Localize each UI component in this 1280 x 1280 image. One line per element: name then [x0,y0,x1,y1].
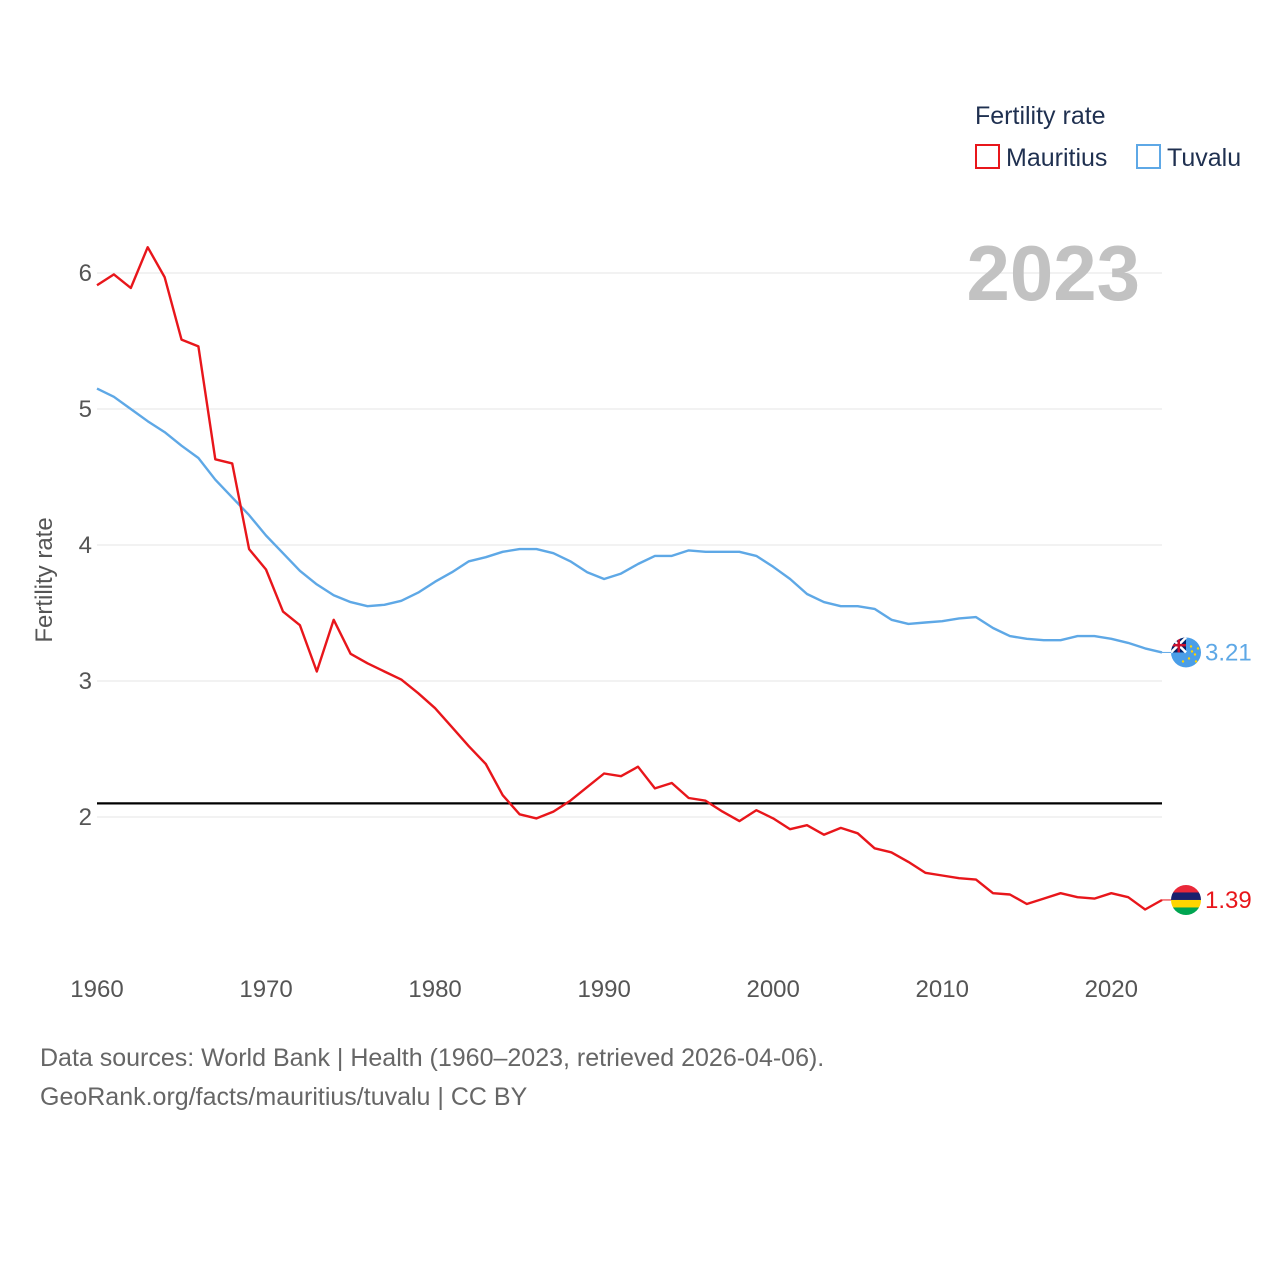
y-tick-label: 4 [79,532,92,559]
legend-item-mauritius[interactable]: Mauritius [975,144,1107,172]
x-tick-label: 1970 [239,976,292,1003]
x-tick-label: 1980 [408,976,461,1003]
series-line-mauritius [96,245,1163,911]
y-axis-ticks: 2 3 4 5 6 [79,260,92,831]
fertility-rate-chart: 2 3 4 5 6 1960 1970 1980 1990 2000 2010 2020 Ferti… [31,102,1252,1003]
y-tick-label: 6 [79,260,92,287]
series-line-tuvalu [96,387,1163,654]
legend-label-mauritius: Mauritius [1006,144,1107,172]
footer-sources: Data sources: World Bank | Health (1960–… [40,1044,825,1072]
y-axis-label: Fertility rate [31,517,58,642]
x-tick-label: 1960 [70,976,123,1003]
x-axis-ticks: 1960 1970 1980 1990 2000 2010 2020 [70,976,1138,1003]
x-tick-label: 2020 [1085,976,1138,1003]
y-tick-label: 3 [79,668,92,695]
end-markers: 3.21 1.39 [1162,637,1252,915]
legend-swatch-tuvalu [1136,144,1161,169]
gridlines [97,272,1162,818]
legend: Fertility rate Mauritius Tuvalu [975,102,1241,172]
mauritius-flag-icon [1171,884,1201,915]
legend-item-tuvalu[interactable]: Tuvalu [1136,144,1241,172]
y-tick-label: 5 [79,396,92,423]
series-lines [96,245,1163,911]
legend-label-tuvalu: Tuvalu [1167,144,1241,172]
x-tick-label: 2010 [916,976,969,1003]
tuvalu-flag-icon [1171,637,1201,668]
end-value-tuvalu: 3.21 [1205,639,1252,666]
footer-attribution[interactable]: GeoRank.org/facts/mauritius/tuvalu | CC … [40,1083,528,1111]
y-tick-label: 2 [79,804,92,831]
year-label: 2023 [966,229,1140,317]
legend-title: Fertility rate [975,102,1106,130]
end-value-mauritius: 1.39 [1205,887,1252,914]
x-tick-label: 1990 [577,976,630,1003]
legend-swatch-mauritius [975,144,1000,169]
x-tick-label: 2000 [746,976,799,1003]
